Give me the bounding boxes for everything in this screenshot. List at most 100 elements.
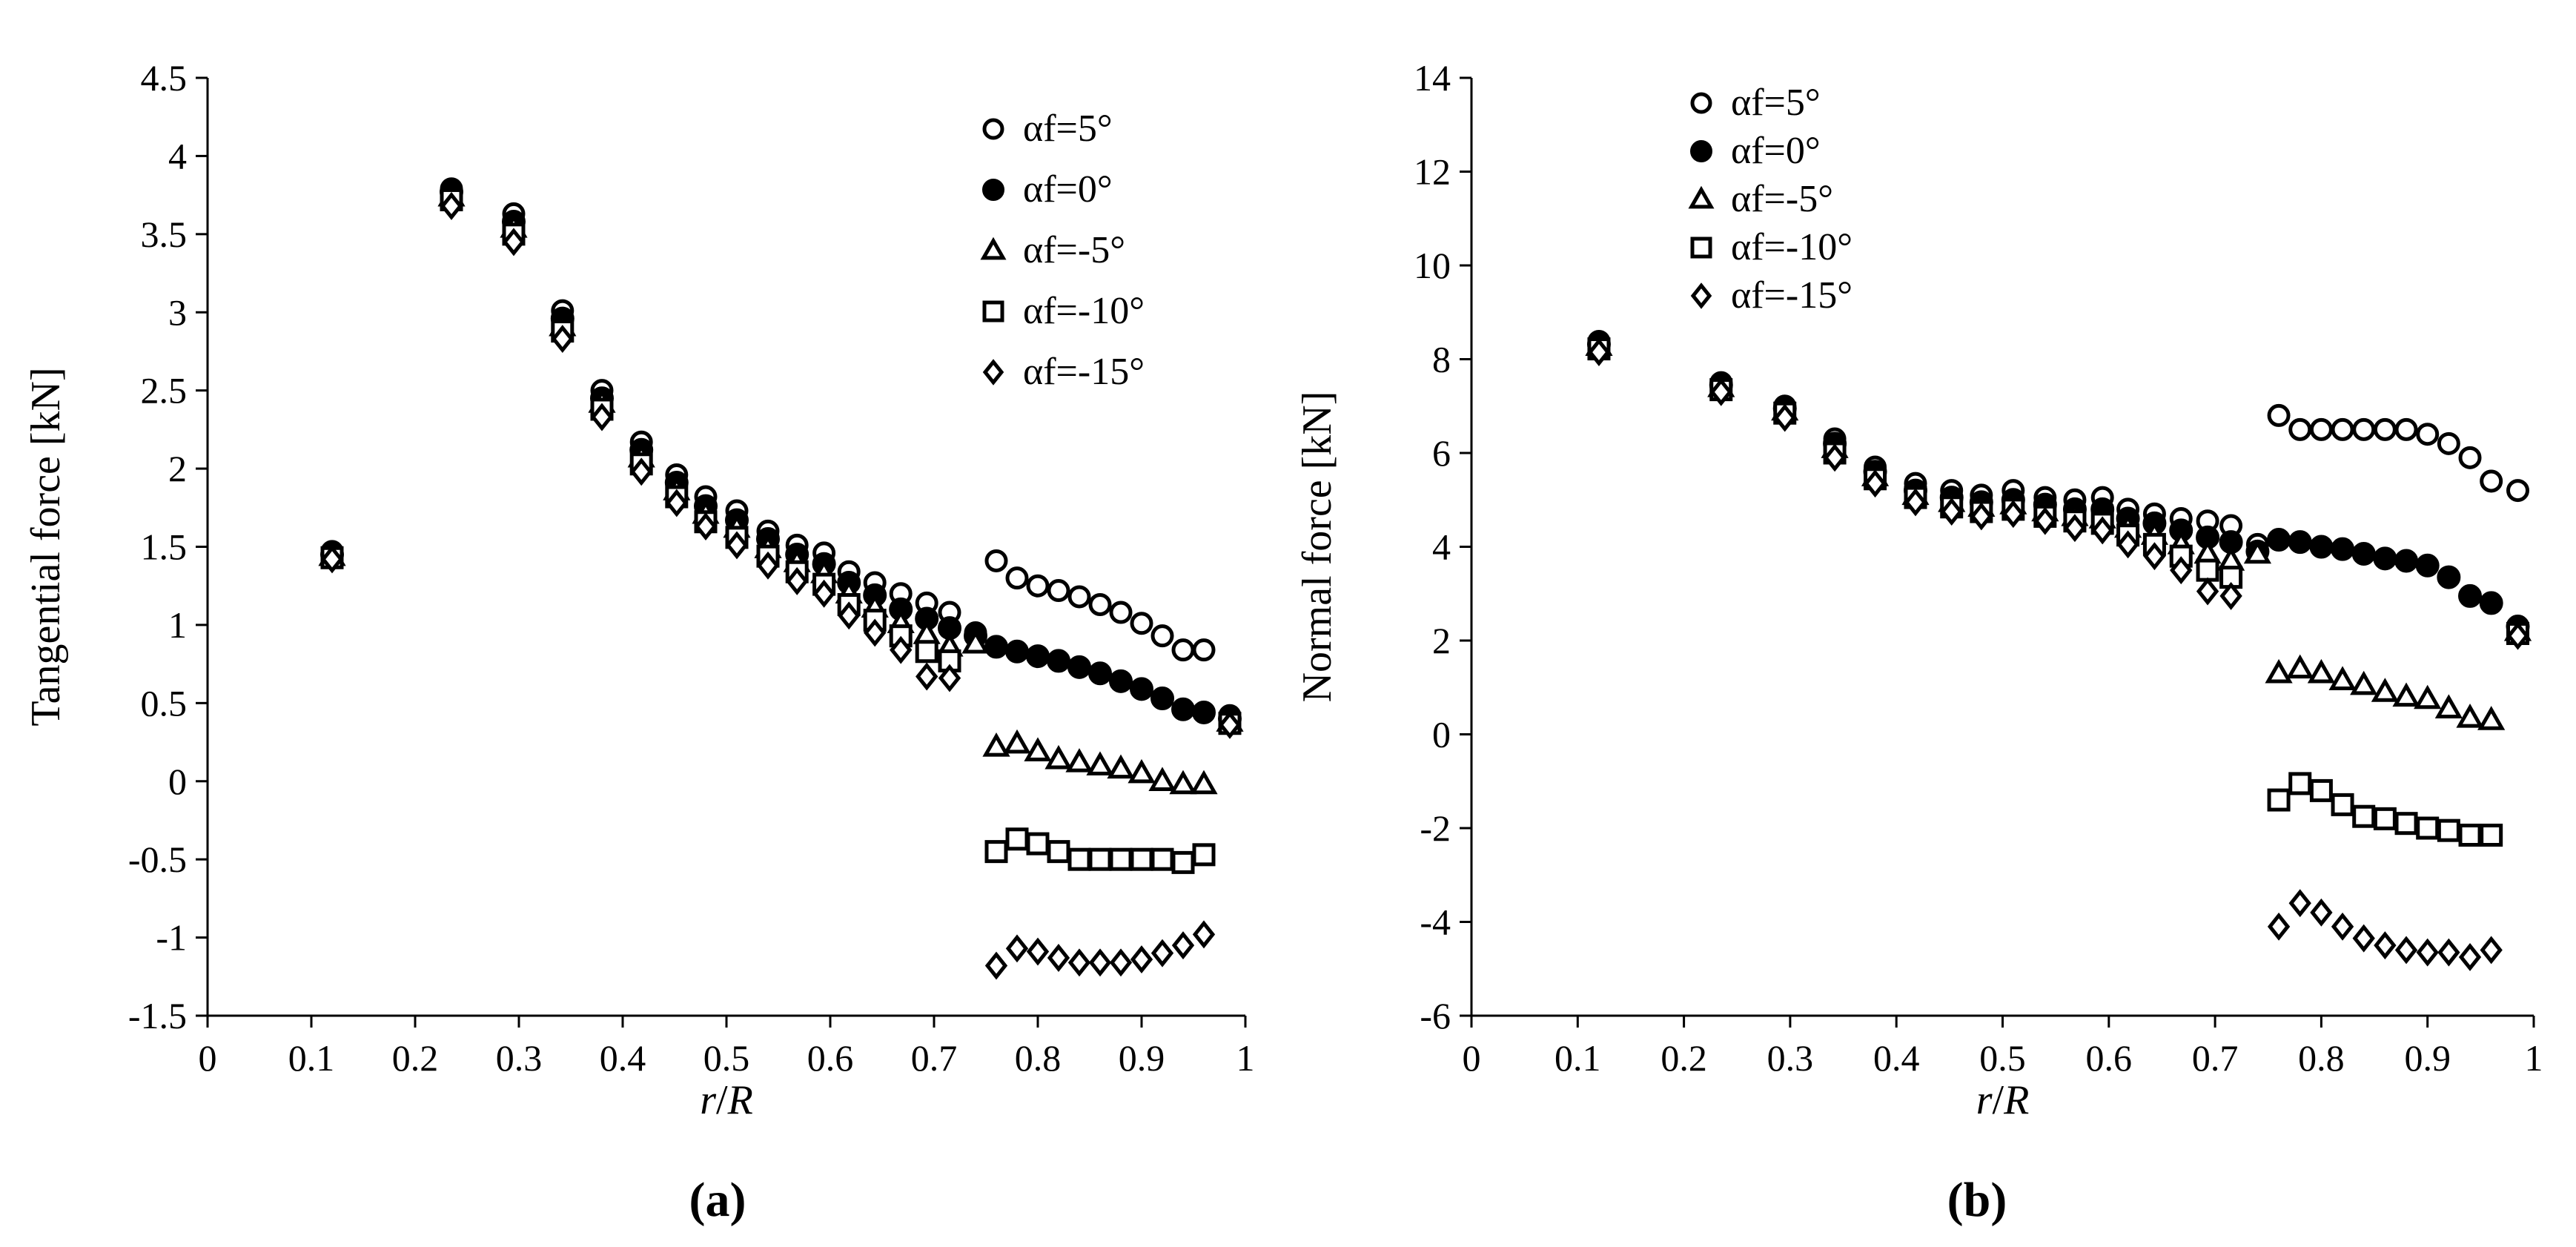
x-tick-label: 0.5 [1979, 1037, 2026, 1079]
data-point [2437, 431, 2460, 455]
data-point [1088, 948, 1112, 977]
data-point [915, 662, 938, 691]
data-point [2352, 924, 2375, 953]
legend-item: αf=-10° [1690, 226, 1852, 268]
data-point [1109, 948, 1133, 977]
data-point [2286, 654, 2314, 679]
data-point [2288, 772, 2312, 796]
data-point [1109, 847, 1133, 871]
data-point [2394, 812, 2418, 836]
legend-item: αf=-5° [1688, 178, 1833, 220]
legend-label: αf=5° [1023, 108, 1113, 150]
data-point [1026, 832, 1050, 856]
data-point [1150, 847, 1174, 871]
data-point [786, 566, 809, 595]
data-point [2437, 565, 2461, 589]
y-axis-label: Normal force [kN] [1294, 391, 1340, 703]
data-point [1047, 579, 1070, 603]
x-tick-label: 0.8 [2298, 1037, 2345, 1079]
legend-label: αf=0° [1023, 168, 1113, 211]
legend-label: αf=-5° [1023, 229, 1125, 271]
data-point [2373, 807, 2397, 830]
y-tick-label: -6 [1420, 995, 1451, 1036]
legend-item: αf=0° [982, 168, 1113, 211]
data-point [1192, 700, 1216, 724]
legend-item: αf=0° [1690, 130, 1821, 172]
y-tick-label: 4 [168, 135, 187, 176]
data-point [2480, 469, 2503, 493]
data-point [2309, 535, 2334, 559]
x-axis-label: r/R [1976, 1077, 2030, 1123]
x-tick-label: 1 [2525, 1037, 2543, 1079]
data-point [2310, 898, 2333, 927]
data-point [2480, 823, 2503, 847]
data-point [1130, 847, 1153, 871]
data-point [2331, 912, 2354, 941]
legend-marker [1688, 185, 1715, 209]
data-point [1864, 469, 1887, 498]
data-point [1003, 729, 1031, 754]
data-point [2288, 889, 2311, 918]
data-point [1067, 948, 1091, 977]
data-point [502, 228, 526, 257]
x-axis-label-R: R [727, 1077, 753, 1123]
legend-marker [982, 359, 1004, 386]
data-point [2351, 541, 2376, 566]
data-point [1171, 850, 1195, 874]
data-point [2265, 658, 2293, 684]
y-tick-label: 2.5 [141, 370, 188, 411]
data-point [2267, 912, 2291, 941]
data-point [2307, 658, 2336, 684]
data-point [1107, 754, 1135, 779]
data-point [2243, 539, 2272, 564]
legend-marker [982, 179, 1004, 201]
data-point [1067, 585, 1091, 609]
x-axis-label-slash: / [716, 1077, 728, 1123]
data-point [1005, 639, 1029, 664]
series-3 [1587, 337, 2530, 847]
data-point [2267, 788, 2291, 812]
data-point [889, 624, 913, 648]
data-point [1192, 920, 1216, 949]
x-tick-label: 1 [1236, 1037, 1255, 1079]
data-point [938, 664, 961, 692]
data-point [2309, 417, 2333, 441]
data-point [1192, 843, 1216, 867]
data-point [984, 635, 1008, 659]
x-tick-label: 0.2 [1661, 1037, 1707, 1079]
data-point [1904, 488, 1927, 517]
data-point [694, 512, 718, 541]
legend-marker [1690, 282, 1712, 309]
data-point [2371, 678, 2399, 702]
data-point [2352, 417, 2376, 441]
y-tick-label: 6 [1432, 432, 1451, 474]
series-4 [1587, 338, 2529, 971]
data-point [984, 549, 1008, 572]
data-point [2456, 704, 2484, 728]
x-tick-label: 0.1 [1554, 1037, 1601, 1079]
chart-normal-force: 0 0.1 0.2 0.3 0.4 0.5 0.6 0.7 0.8 0.9 1 -6 -4 -2 0 2 4 6 8… [1294, 57, 2543, 1227]
data-point [1130, 677, 1153, 701]
legend-marker [982, 300, 1004, 322]
data-point [1171, 697, 1195, 721]
data-point [2288, 530, 2312, 555]
data-point [1190, 770, 1218, 795]
data-point [1086, 751, 1114, 775]
data-point [2373, 546, 2397, 571]
data-point [2458, 942, 2482, 971]
data-point [2374, 931, 2397, 960]
x-axis-label-r: r [700, 1077, 716, 1123]
data-point [1218, 710, 1242, 739]
y-tick-label: 4 [1432, 526, 1451, 568]
data-point [2506, 479, 2530, 503]
legend-label: αf=-15° [1731, 274, 1852, 317]
x-tick-label: 0.7 [911, 1037, 958, 1079]
data-point [1067, 847, 1091, 871]
data-point [1067, 655, 1091, 679]
y-tick-label: -1 [156, 917, 187, 959]
y-tick-label: 12 [1414, 151, 1451, 193]
data-point [551, 325, 574, 354]
legend-label: αf=-10° [1731, 226, 1852, 268]
series-2 [318, 182, 1244, 795]
data-point [1970, 502, 1993, 531]
